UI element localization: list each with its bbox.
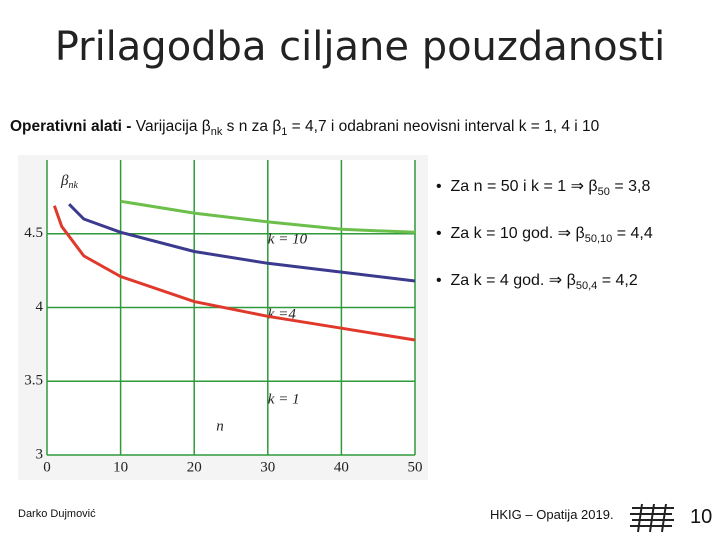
- y-axis-label-sub: nk: [68, 180, 78, 191]
- x-tick-label: 10: [113, 459, 128, 475]
- x-tick-label: 30: [260, 459, 275, 475]
- x-tick-label: 20: [187, 459, 202, 475]
- bullet-text: Za k = 10 god. ⇒ β: [450, 225, 585, 242]
- logo: [630, 503, 674, 533]
- subtitle-text: = 4,7 i odabrani neovisni interval k = 1…: [287, 118, 600, 135]
- bullet: • Za k = 4 god. ⇒ β50,4 = 4,2: [436, 272, 638, 293]
- subscript: 50,10: [584, 233, 613, 246]
- y-tick-label: 3.5: [24, 373, 43, 389]
- bullet-list: • Za n = 50 i k = 1 ⇒ β50 = 3,8 • Za k = …: [436, 176, 653, 317]
- line: [120, 199, 416, 234]
- event: HKIG – Opatija 2019.: [490, 507, 614, 522]
- bullet-text: = 4,2: [597, 272, 638, 289]
- y-tick-label: 3: [36, 446, 44, 462]
- x-axis-label: n: [216, 418, 224, 434]
- x-tick-label: 0: [43, 459, 51, 475]
- subtitle: Operativni alati - Varijacija βnk s n za…: [10, 118, 599, 138]
- slide-title: Prilagodba ciljane pouzdanosti: [54, 24, 666, 70]
- author: Darko Dujmović: [18, 508, 96, 520]
- subscript: 1: [281, 126, 288, 139]
- page-number: 10: [690, 506, 713, 528]
- x-tick-label: 50: [408, 459, 423, 475]
- series-label: k = 10: [268, 232, 308, 248]
- bullet-text: = 3,8: [609, 178, 651, 195]
- subtitle-text: s n za β: [222, 118, 282, 135]
- y-axis-label: β: [60, 173, 69, 189]
- series-label: k = 1: [268, 391, 300, 407]
- line: [68, 203, 416, 283]
- bullet-text: Za k = 4 god. ⇒ β: [450, 272, 576, 289]
- bullet-text: Za n = 50 i k = 1 ⇒ β: [450, 178, 598, 195]
- subscript: nk: [210, 126, 223, 139]
- bullet: • Za n = 50 i k = 1 ⇒ β50 = 3,8: [436, 178, 651, 199]
- x-tick-label: 40: [334, 459, 349, 475]
- y-tick-label: 4: [36, 299, 44, 315]
- subtitle-text: Varijacija β: [135, 118, 211, 135]
- bullet: • Za k = 10 god. ⇒ β50,10 = 4,4: [436, 225, 653, 246]
- y-tick-label: 4.5: [24, 225, 43, 241]
- y-axis-label: βnk: [60, 173, 78, 191]
- subscript: 50: [597, 186, 610, 199]
- line: [52, 205, 416, 342]
- subscript: 50,4: [575, 280, 598, 293]
- bullet-text: = 4,4: [612, 225, 653, 242]
- subtitle-bold: Operativni alati -: [10, 118, 132, 135]
